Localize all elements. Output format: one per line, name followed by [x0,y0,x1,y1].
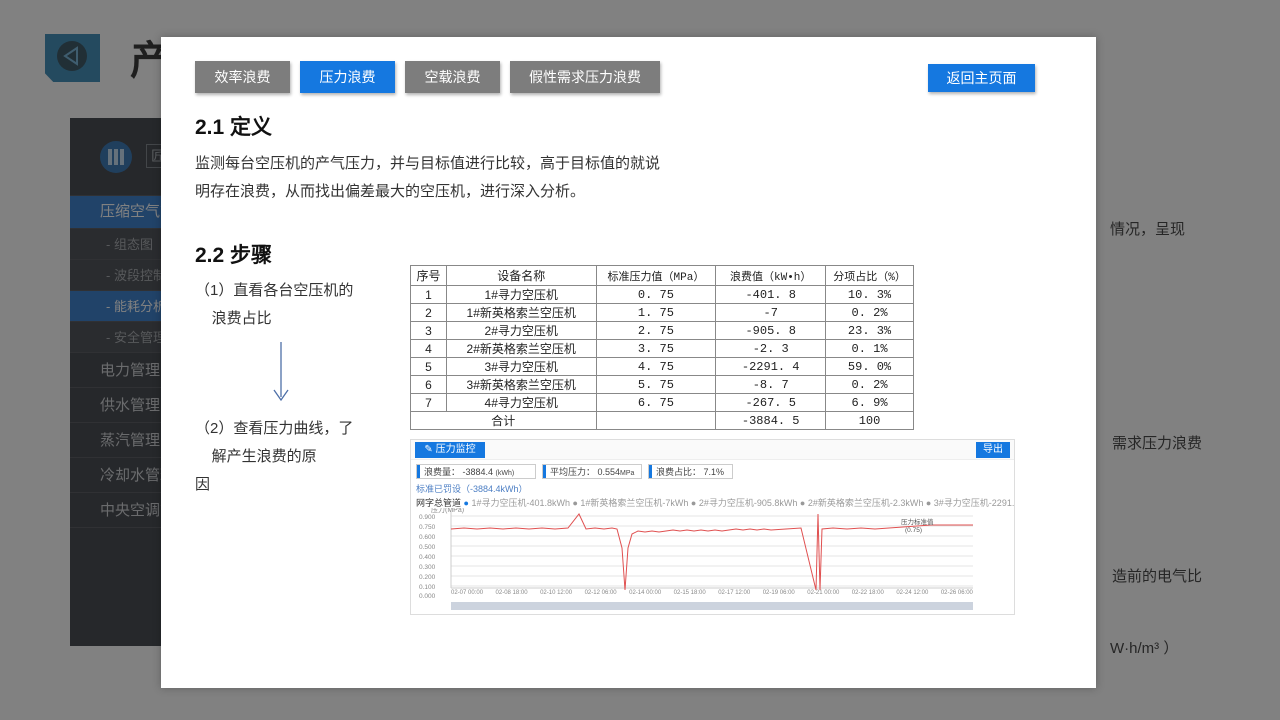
svg-text:压力标准值: 压力标准值 [901,517,934,526]
svg-text:0.600: 0.600 [419,534,436,541]
svg-text:0.200: 0.200 [419,574,436,581]
svg-text:0.400: 0.400 [419,554,436,561]
svg-text:0.500: 0.500 [419,544,436,551]
svg-text:0.100: 0.100 [419,584,436,591]
svg-text:(0.75): (0.75) [905,527,922,534]
svg-text:压力(MPa): 压力(MPa) [431,508,464,514]
svg-text:0.000: 0.000 [419,593,436,600]
svg-text:0.900: 0.900 [419,514,436,521]
svg-text:0.750: 0.750 [419,524,436,531]
svg-text:0.300: 0.300 [419,564,436,571]
